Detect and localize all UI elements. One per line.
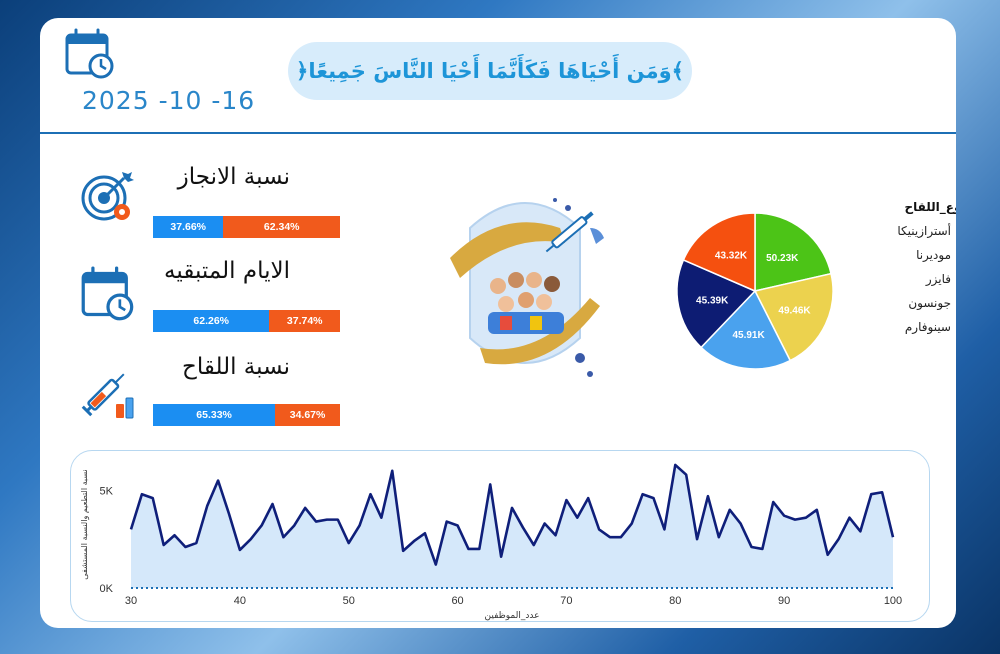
calendar-clock-icon — [81, 266, 134, 321]
quran-verse-banner: ﴿وَمَن أَحْيَاهَا فَكَأَنَّمَا أَحْيَا ا… — [288, 42, 692, 100]
pie-slice-label: 45.91K — [732, 330, 765, 341]
employees-area-chart: 30 40 50 60 70 80 90 100 0K 5K عدد_الموظفين نسبة ال… — [80, 463, 902, 621]
x-tick-label: 90 — [778, 595, 790, 607]
x-tick-label: 60 — [451, 595, 463, 607]
legend-item[interactable]: أسترازينيكا — [846, 219, 956, 243]
pie-slice-label: 45.39K — [696, 296, 729, 307]
x-tick-label: 80 — [669, 595, 681, 607]
pie-slice[interactable] — [676, 258, 757, 349]
y-axis-label: نسبة التطعيم والنسبة المستشفى — [80, 469, 89, 579]
pie-legend: نوع_اللقاح أسترازينيكا موديرنا فايزر جون… — [846, 200, 956, 339]
legend-label: سينوفارم — [904, 320, 951, 334]
x-tick-label: 40 — [234, 595, 246, 607]
x-axis-label: عدد_الموظفين — [485, 611, 540, 621]
kpi-remaining-days-segment-left: 62.26% — [153, 310, 270, 332]
x-tick-label: 50 — [343, 595, 355, 607]
legend-item[interactable]: سينوفارم — [846, 315, 956, 339]
legend-label: موديرنا — [916, 248, 951, 262]
kpi-completion-segment-left: 37.66% — [153, 216, 224, 238]
kpi-completion-segment-right: 62.34% — [223, 216, 340, 238]
pie-slice[interactable] — [753, 272, 834, 362]
kpi-vaccination-segment-left: 65.33% — [153, 404, 276, 426]
pie-legend-title: نوع_اللقاح — [904, 200, 956, 214]
legend-label: فايزر — [925, 272, 951, 286]
area-fill — [131, 464, 893, 588]
vaccine-type-pie-chart: 50.23K 49.46K 45.91K 45.39K 43.32K — [676, 212, 834, 370]
kpi-vaccination-segment-right: 34.67% — [275, 404, 340, 426]
pie-slice[interactable] — [754, 212, 832, 292]
y-tick-label: 0K — [100, 583, 114, 595]
pie-slice-label: 43.32K — [715, 250, 748, 261]
y-tick-label: 5K — [100, 485, 114, 497]
kpi-remaining-days-bar: 62.26% 37.74% — [153, 310, 340, 332]
x-tick-label: 100 — [884, 595, 902, 607]
kpi-vaccination-bar: 65.33% 34.67% — [153, 404, 340, 426]
kpi-vaccination-title: نسبة اللقاح — [181, 354, 290, 380]
legend-label: أسترازينيكا — [897, 224, 951, 238]
pie-slice-label: 50.23K — [766, 253, 799, 264]
target-gear-icon — [81, 172, 134, 221]
report-date: 2025 -10 -16 — [82, 86, 256, 115]
x-tick-label: 30 — [125, 595, 137, 607]
x-tick-label: 70 — [560, 595, 572, 607]
kpi-remaining-days-title: الايام المتبقيه — [164, 258, 290, 284]
legend-item[interactable]: موديرنا — [846, 243, 956, 267]
syringe-vial-icon — [81, 373, 134, 419]
area-chart-panel: 30 40 50 60 70 80 90 100 0K 5K عدد_الموظفين نسبة ال… — [70, 450, 930, 622]
header-divider — [40, 132, 956, 134]
area-line[interactable] — [129, 463, 895, 566]
pie-slice-label: 49.46K — [778, 306, 811, 317]
kpi-completion-bar: 37.66% 62.34% — [153, 216, 340, 238]
kpi-completion-title: نسبة الانجاز — [177, 164, 290, 190]
dashboard-card: 2025 -10 -16 ﴿وَمَن أَحْيَاهَا فَكَأَنَّ… — [40, 18, 956, 628]
vaccination-people-icon — [450, 198, 604, 377]
legend-item[interactable]: فايزر — [846, 267, 956, 291]
calendar-clock-icon — [65, 28, 114, 79]
pie-slice[interactable] — [700, 289, 792, 370]
legend-label: جونسون — [908, 296, 951, 310]
kpi-remaining-days-segment-right: 37.74% — [269, 310, 340, 332]
pie-slice[interactable] — [682, 212, 756, 293]
legend-item[interactable]: جونسون — [846, 291, 956, 315]
